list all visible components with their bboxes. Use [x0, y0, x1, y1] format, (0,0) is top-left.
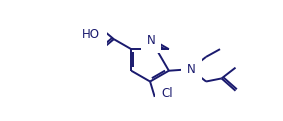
Text: N: N — [147, 34, 155, 47]
Text: HO: HO — [82, 28, 100, 41]
Text: N: N — [187, 63, 196, 76]
Text: O: O — [92, 37, 101, 50]
Text: Cl: Cl — [161, 87, 173, 100]
